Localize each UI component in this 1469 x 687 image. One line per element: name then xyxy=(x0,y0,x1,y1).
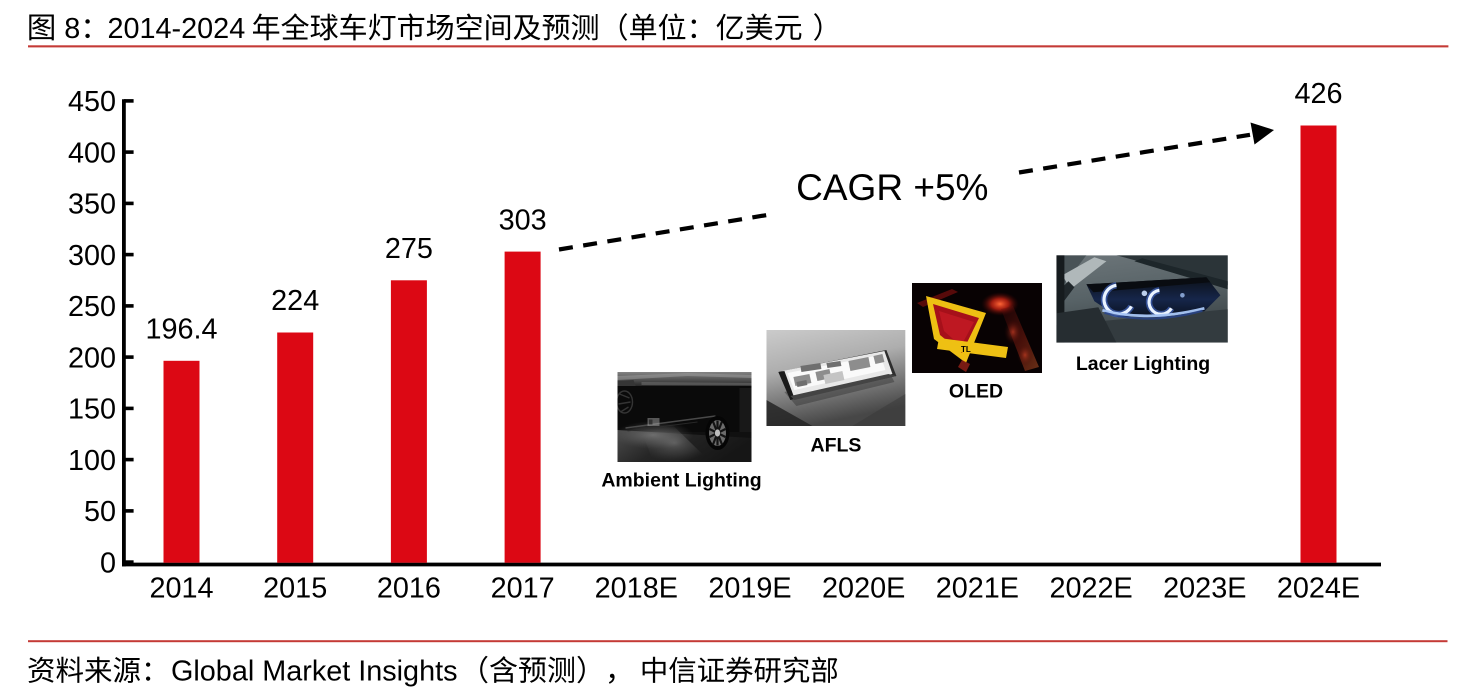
svg-text:CAGR +5%: CAGR +5% xyxy=(796,167,988,208)
svg-text:303: 303 xyxy=(499,204,547,236)
svg-text:224: 224 xyxy=(271,285,319,317)
svg-text:2014-2024: 2014-2024 xyxy=(108,13,246,45)
svg-text:2023E: 2023E xyxy=(1163,572,1246,604)
svg-text:Ambient Lighting: Ambient Lighting xyxy=(601,470,761,492)
svg-text:2017: 2017 xyxy=(491,572,555,604)
svg-text:Global Market Insights: Global Market Insights xyxy=(171,656,458,687)
svg-text:300: 300 xyxy=(68,240,116,272)
svg-text:350: 350 xyxy=(68,189,116,221)
svg-text:8: 8 xyxy=(64,13,80,45)
svg-text:2019E: 2019E xyxy=(708,572,791,604)
svg-text:AFLS: AFLS xyxy=(811,434,862,456)
svg-text:250: 250 xyxy=(68,291,116,323)
svg-text:2020E: 2020E xyxy=(822,572,905,604)
svg-text:200: 200 xyxy=(68,342,116,374)
svg-text:100: 100 xyxy=(68,445,116,477)
svg-text:2016: 2016 xyxy=(377,572,441,604)
svg-text:196.4: 196.4 xyxy=(145,314,217,346)
svg-text:OLED: OLED xyxy=(949,381,1003,403)
svg-text:2024E: 2024E xyxy=(1277,572,1360,604)
svg-text:2014: 2014 xyxy=(149,572,213,604)
svg-text:TL: TL xyxy=(961,345,971,354)
svg-text:450: 450 xyxy=(68,86,116,118)
svg-text:2018E: 2018E xyxy=(595,572,678,604)
svg-text:400: 400 xyxy=(68,137,116,169)
svg-text:275: 275 xyxy=(385,233,433,265)
svg-text:0: 0 xyxy=(100,547,116,579)
svg-text:2015: 2015 xyxy=(263,572,327,604)
svg-text:Lacer Lighting: Lacer Lighting xyxy=(1076,353,1210,375)
svg-text:150: 150 xyxy=(68,394,116,426)
svg-text:426: 426 xyxy=(1294,78,1342,110)
svg-text:2022E: 2022E xyxy=(1049,572,1132,604)
svg-text:50: 50 xyxy=(84,496,116,528)
svg-text:2021E: 2021E xyxy=(936,572,1019,604)
